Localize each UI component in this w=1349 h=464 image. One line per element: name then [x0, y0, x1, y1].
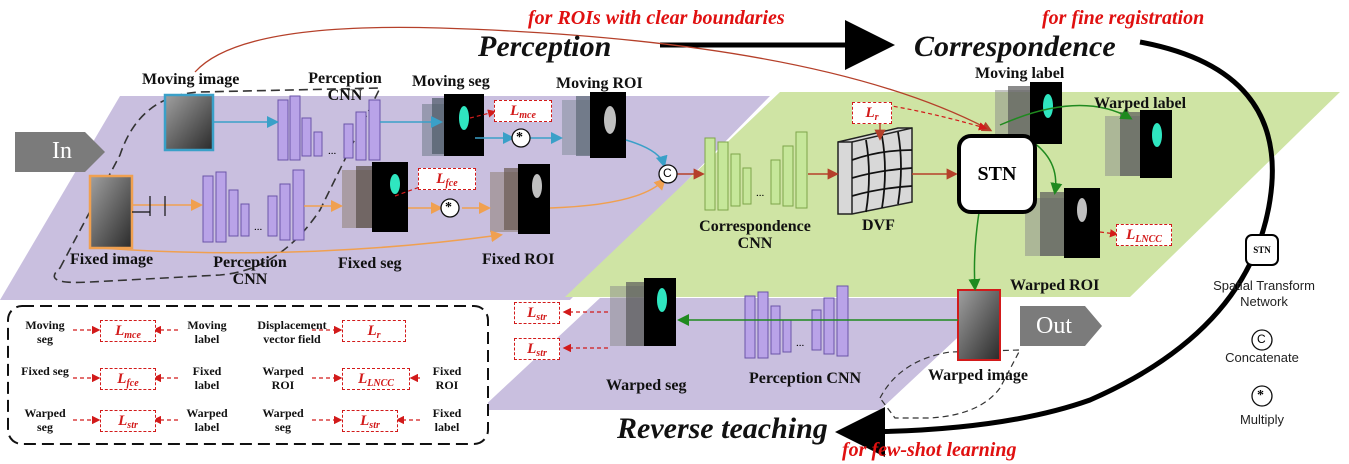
multiply-legend-symbol: * [1257, 388, 1264, 403]
multiply-node-fixed [440, 198, 460, 218]
concat-legend-symbol: C [1257, 332, 1266, 346]
loss-fce: Lfce [418, 168, 476, 190]
output-dashed-outline [879, 349, 1022, 419]
moving-path-arrows [213, 116, 668, 168]
note-rois: for ROIs with clear boundaries [528, 7, 785, 29]
perception-cnn-top-label: Perception CNN [308, 70, 382, 104]
perception-cnn-top-blocks [277, 95, 381, 161]
fixed-branch-lines [132, 196, 166, 216]
ellipsis-corr: ... [756, 187, 765, 199]
warped-roi-label: Warped ROI [1010, 277, 1100, 294]
out-arrow [1020, 306, 1102, 346]
fixed-path-arrows [99, 177, 667, 254]
warped-roi-stack [1025, 188, 1100, 258]
concat-legend-text: Concatenate [1225, 350, 1299, 365]
stn-legend-text: Spatial Transform Network [1213, 278, 1315, 309]
legend-loss-1: Lfce [100, 368, 156, 390]
legend-loss-0: Lmce [100, 320, 156, 342]
dvf-grid [837, 127, 913, 215]
stn-block: STN [957, 134, 1037, 214]
ellipsis-bottom: ... [254, 221, 263, 233]
moving-roi-label: Moving ROI [556, 75, 643, 92]
loss-lncc: LLNCC [1116, 224, 1172, 246]
legend-left-1: Fixed seg [21, 364, 69, 378]
warped-label-stack [1105, 110, 1172, 178]
concat-symbol: C [663, 166, 672, 180]
legend-left-3: Displacement vector field [257, 318, 327, 346]
fixed-seg-label: Fixed seg [338, 255, 402, 272]
stn-legend-icon: STN [1245, 234, 1279, 266]
warped-image-stack [957, 289, 1001, 361]
fixed-roi-label: Fixed ROI [482, 251, 555, 268]
multiply-symbol: * [445, 200, 452, 215]
moving-seg-label: Moving seg [412, 73, 490, 90]
moving-roi-stack [562, 92, 626, 158]
moving-label-label: Moving label [975, 65, 1065, 82]
multiply-symbol: * [516, 130, 523, 145]
loss-str-1: Lstr [514, 302, 560, 324]
warped-seg-label: Warped seg [606, 377, 687, 394]
fixed-image [88, 174, 134, 250]
registration-arrows [676, 124, 958, 180]
perception-title: Perception [478, 30, 612, 63]
legend-left-4: Warped ROI [262, 364, 304, 392]
correspondence-cnn-label: Correspondence CNN [699, 218, 811, 252]
legend-right-2: Warped label [186, 406, 228, 434]
multiply-node-moving [511, 128, 531, 148]
legend-loss-2: Lstr [100, 410, 156, 432]
dvf-label: DVF [862, 217, 895, 234]
out-label: Out [1036, 313, 1072, 339]
in-arrow [15, 132, 105, 172]
note-fine-registration: for fine registration [1042, 7, 1205, 29]
moving-image-label: Moving image [142, 71, 240, 88]
legend-left-0: Moving seg [25, 318, 65, 346]
loss-str-2: Lstr [514, 338, 560, 360]
fixed-roi-stack [490, 164, 550, 234]
correspondence-title: Correspondence [914, 30, 1116, 63]
fixed-image-label: Fixed image [70, 251, 154, 268]
loss-connectors [73, 103, 1119, 425]
note-few-shot: for few-shot learning [842, 439, 1017, 461]
warped-seg-stack [610, 278, 676, 346]
correspondence-cnn-blocks [704, 131, 808, 211]
reverse-teaching-title: Reverse teaching [617, 412, 828, 445]
perception-cnn-bottom-blocks [202, 169, 305, 243]
loss-r: Lr [852, 102, 892, 124]
concatenate-node [658, 164, 678, 184]
legend-loss-5: Lstr [342, 410, 398, 432]
correspondence-to-reverse-arrow [835, 39, 1275, 457]
loss-mce: Lmce [494, 100, 552, 122]
ellipsis-reverse: ... [796, 337, 805, 349]
warped-image-label: Warped image [928, 367, 1028, 384]
moving-image-to-stn-arrow [194, 26, 993, 132]
legend-loss-3: Lr [342, 320, 406, 342]
legend-right-0: Moving label [187, 318, 227, 346]
moving-label-stack [995, 82, 1062, 144]
legend-left-5: Warped seg [262, 406, 304, 434]
perception-cnn-reverse-label: Perception CNN [748, 370, 862, 387]
legend-right-4: Fixed ROI [432, 364, 462, 392]
ellipsis-top: ... [328, 145, 337, 157]
fixed-seg-stack [342, 162, 408, 232]
moving-image [163, 93, 215, 152]
legend-right-5: Fixed label [432, 406, 462, 434]
perception-cnn-reverse-blocks [744, 285, 849, 359]
warped-label-label: Warped label [1094, 95, 1187, 112]
perception-cnn-bottom-label: Perception CNN [213, 254, 287, 288]
legend-loss-4: LLNCC [342, 368, 410, 390]
multiply-legend-text: Multiply [1239, 412, 1285, 427]
legend-left-2: Warped seg [24, 406, 66, 434]
multiply-legend-icon [1251, 385, 1273, 407]
concatenate-legend-icon [1251, 329, 1273, 351]
legend-right-1: Fixed label [192, 364, 222, 392]
in-label: In [52, 138, 72, 164]
